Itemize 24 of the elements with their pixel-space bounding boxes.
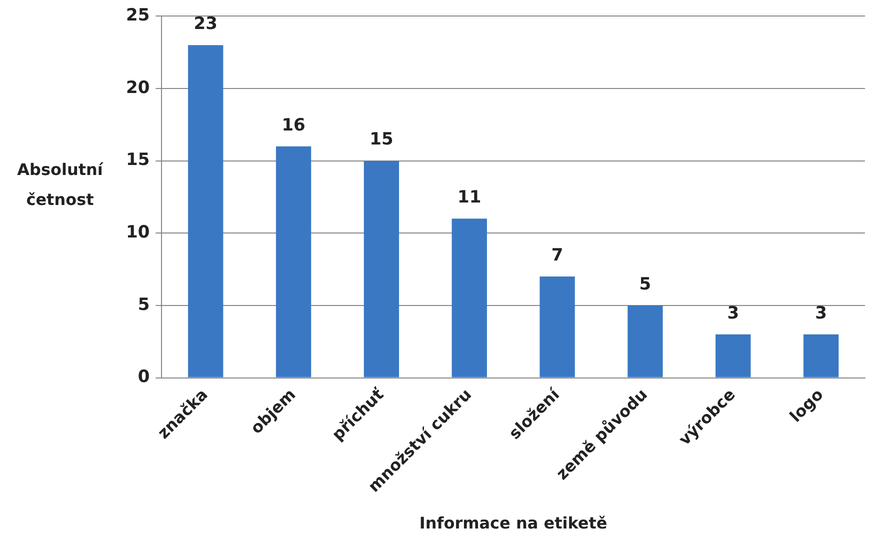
bar bbox=[452, 218, 487, 378]
data-label: 3 bbox=[815, 303, 827, 324]
bar bbox=[188, 45, 224, 378]
data-label: 5 bbox=[639, 274, 652, 294]
bar bbox=[628, 305, 663, 378]
bar bbox=[540, 276, 575, 378]
x-axis-title: Informace na etiketě bbox=[419, 514, 608, 533]
y-tick-label: 20 bbox=[126, 78, 150, 98]
bar bbox=[803, 334, 839, 378]
bar bbox=[364, 160, 400, 378]
y-tick-label: 15 bbox=[126, 150, 150, 170]
data-label: 11 bbox=[458, 188, 482, 208]
y-tick-label: 0 bbox=[138, 367, 150, 388]
bar bbox=[716, 334, 751, 378]
data-label: 15 bbox=[370, 130, 394, 150]
data-label: 3 bbox=[727, 303, 740, 324]
data-label: 7 bbox=[551, 245, 564, 266]
data-label: 16 bbox=[282, 115, 306, 136]
data-label: 23 bbox=[194, 14, 218, 34]
bar bbox=[276, 146, 312, 378]
y-axis-title: Absolutní četnost bbox=[16, 159, 104, 211]
y-tick-label: 5 bbox=[138, 294, 150, 315]
y-tick-label: 10 bbox=[126, 222, 150, 243]
y-tick-label: 25 bbox=[126, 6, 150, 26]
